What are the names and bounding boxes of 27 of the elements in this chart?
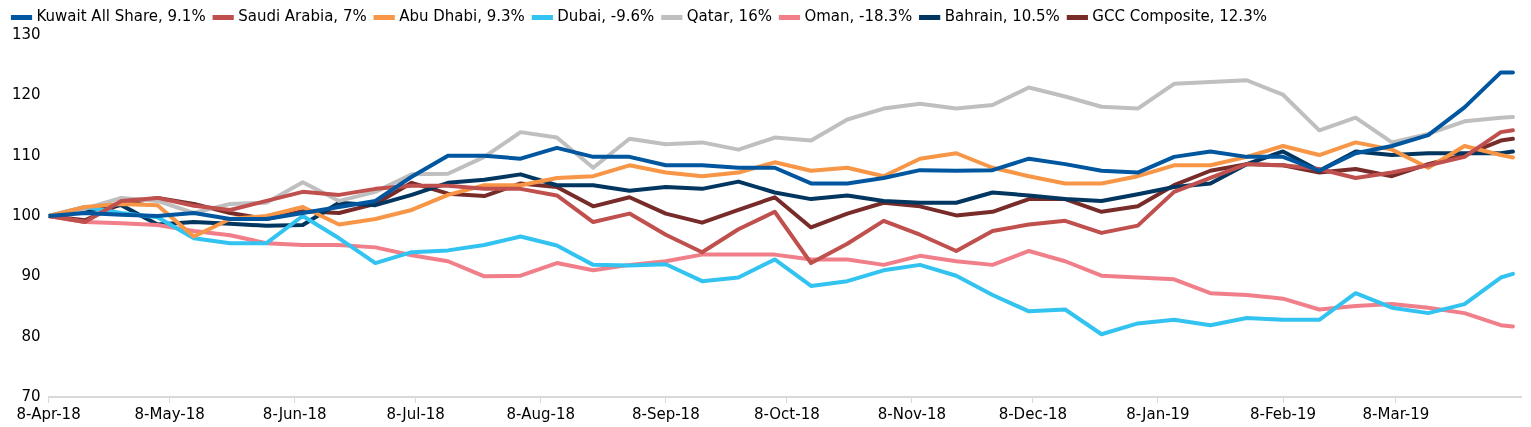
x-tick-label: 8-Feb-19 — [1249, 404, 1317, 423]
y-tick-label: 70 — [21, 386, 41, 405]
legend-label: Qatar, 16% — [686, 7, 772, 26]
x-tick-label: 8-Jul-18 — [386, 404, 445, 423]
legend-label: Saudi Arabia, 7% — [238, 7, 367, 26]
x-tick-label: 8-Aug-18 — [506, 404, 575, 423]
y-tick-label: 130 — [11, 24, 41, 43]
y-tick-label: 90 — [21, 266, 41, 285]
x-tick-label: 8-Mar-19 — [1362, 404, 1430, 423]
y-tick-label: 110 — [11, 145, 41, 164]
y-tick-label: 120 — [11, 85, 41, 104]
legend-label: Abu Dhabi, 9.3% — [399, 7, 525, 26]
x-tick-label: 8-Oct-18 — [753, 404, 820, 423]
x-tick-label: 8-May-18 — [134, 404, 205, 423]
x-tick-label: 8-Jan-19 — [1126, 404, 1190, 423]
legend-label: Oman, -18.3% — [804, 7, 913, 26]
x-tick-label: 8-Jun-18 — [262, 404, 327, 423]
legend-label: Dubai, -9.6% — [557, 7, 655, 26]
x-tick-label: 8-Nov-18 — [877, 404, 947, 423]
x-tick-label: 8-Dec-18 — [998, 404, 1068, 423]
y-tick-label: 100 — [11, 205, 41, 224]
legend-label: Bahrain, 10.5% — [944, 7, 1060, 26]
x-tick-label: 8-Sep-18 — [631, 404, 700, 423]
y-tick-label: 80 — [21, 326, 41, 345]
x-tick-label: 8-Apr-18 — [16, 404, 81, 423]
legend-label: GCC Composite, 12.3% — [1092, 7, 1267, 26]
legend-label: Kuwait All Share, 9.1% — [36, 7, 206, 26]
